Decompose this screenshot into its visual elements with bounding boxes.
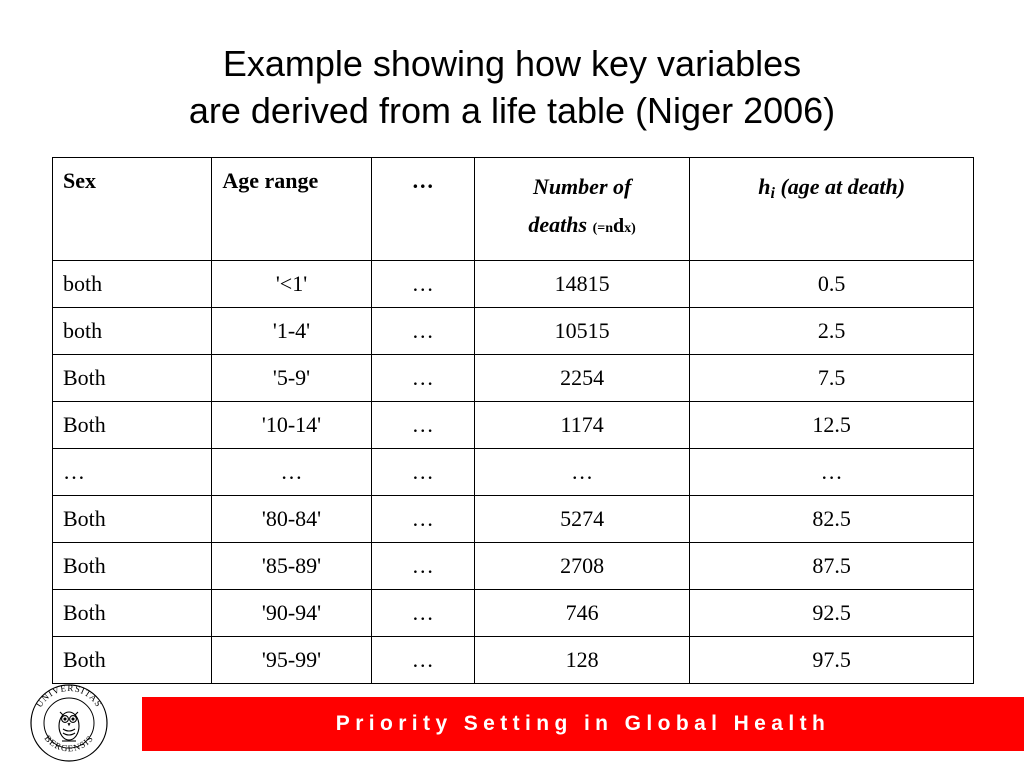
cell-age-range: '80-84': [211, 495, 372, 543]
cell-age-range: '<1': [211, 260, 372, 308]
table-row: Both '5-9' … 2254 7.5: [51, 354, 974, 402]
header-h-var: h: [758, 174, 771, 199]
table-row: Both '95-99' … 128 97.5: [51, 636, 974, 684]
cell-age-at-death: 92.5: [689, 589, 974, 637]
table-row: Both '85-89' … 2708 87.5: [51, 542, 974, 590]
header-number-line-1: Number of: [532, 174, 632, 199]
cell-ellipsis: …: [370, 542, 475, 590]
header-number-line-2: deaths: [528, 212, 588, 237]
cell-age-range: '1-4': [211, 307, 372, 355]
cell-sex: Both: [51, 354, 213, 402]
header-number-of-deaths: Number of deaths (=ndx): [473, 157, 691, 261]
slide-title-line-1: Example showing how key variables: [222, 43, 802, 84]
table-row: both '<1' … 14815 0.5: [51, 260, 974, 308]
cell-age-at-death: …: [689, 448, 974, 496]
cell-age-range: '5-9': [211, 354, 372, 402]
owl-icon: [58, 711, 80, 742]
header-number-sub-d: d: [613, 215, 625, 237]
footer-banner-text: Priority Setting in Global Health: [335, 712, 831, 735]
svg-text:BERGENSIS: BERGENSIS: [43, 733, 96, 753]
cell-age-range: '10-14': [211, 401, 372, 449]
cell-age-at-death: 12.5: [689, 401, 974, 449]
header-age-range: Age range: [211, 157, 372, 261]
cell-deaths: 10515: [473, 307, 691, 355]
cell-deaths: 1174: [473, 401, 691, 449]
cell-deaths: …: [473, 448, 691, 496]
cell-ellipsis: …: [370, 589, 475, 637]
cell-sex: Both: [51, 495, 213, 543]
university-seal-icon: UNIVERSITAS BERGENSIS: [28, 683, 110, 768]
cell-deaths: 2254: [473, 354, 691, 402]
cell-age-at-death: 82.5: [689, 495, 974, 543]
cell-ellipsis: …: [370, 448, 475, 496]
cell-ellipsis: …: [370, 495, 475, 543]
cell-sex: both: [51, 260, 213, 308]
header-number-sub-x: x): [624, 221, 636, 236]
cell-age-range: '85-89': [211, 542, 372, 590]
seal-text-bottom: BERGENSIS: [43, 733, 95, 753]
table-row: Both '90-94' … 746 92.5: [51, 589, 974, 637]
cell-sex: Both: [51, 401, 213, 449]
seal-text-top: UNIVERSITAS: [34, 683, 103, 709]
table-header-row: Sex Age range … Number of deaths (=ndx) …: [51, 157, 974, 261]
slide-title: Example showing how key variables are de…: [0, 40, 1024, 134]
header-ellipsis: …: [370, 157, 475, 261]
table-row: Both '80-84' … 5274 82.5: [51, 495, 974, 543]
header-h-sub: i: [770, 185, 775, 202]
slide-title-line-2: are derived from a life table (Niger 200…: [188, 90, 836, 131]
cell-ellipsis: …: [370, 260, 475, 308]
cell-sex: …: [51, 448, 213, 496]
cell-deaths: 128: [473, 636, 691, 684]
cell-sex: Both: [51, 542, 213, 590]
cell-ellipsis: …: [370, 307, 475, 355]
cell-deaths: 5274: [473, 495, 691, 543]
svg-text:UNIVERSITAS: UNIVERSITAS: [34, 683, 104, 709]
cell-age-at-death: 97.5: [689, 636, 974, 684]
cell-age-at-death: 7.5: [689, 354, 974, 402]
header-age-at-death: hi (age at death): [689, 157, 974, 261]
header-sex: Sex: [51, 157, 213, 261]
cell-age-at-death: 0.5: [689, 260, 974, 308]
life-table: Sex Age range … Number of deaths (=ndx) …: [51, 157, 974, 684]
cell-ellipsis: …: [370, 401, 475, 449]
cell-deaths: 2708: [473, 542, 691, 590]
cell-age-range: '95-99': [211, 636, 372, 684]
header-number-sub-n: n: [605, 221, 614, 236]
table-row: … … … … …: [51, 448, 974, 496]
footer-banner: Priority Setting in Global Health: [142, 697, 1024, 751]
cell-age-range: …: [211, 448, 372, 496]
cell-ellipsis: …: [370, 636, 475, 684]
header-number-sub-open: (=: [592, 221, 606, 236]
table-row: Both '10-14' … 1174 12.5: [51, 401, 974, 449]
cell-sex: Both: [51, 589, 213, 637]
header-h-rest: (age at death): [780, 174, 906, 199]
cell-sex: both: [51, 307, 213, 355]
cell-sex: Both: [51, 636, 213, 684]
cell-deaths: 14815: [473, 260, 691, 308]
cell-deaths: 746: [473, 589, 691, 637]
cell-ellipsis: …: [370, 354, 475, 402]
cell-age-at-death: 87.5: [689, 542, 974, 590]
table-row: both '1-4' … 10515 2.5: [51, 307, 974, 355]
cell-age-range: '90-94': [211, 589, 372, 637]
seal-graphic: UNIVERSITAS BERGENSIS: [30, 683, 108, 762]
cell-age-at-death: 2.5: [689, 307, 974, 355]
